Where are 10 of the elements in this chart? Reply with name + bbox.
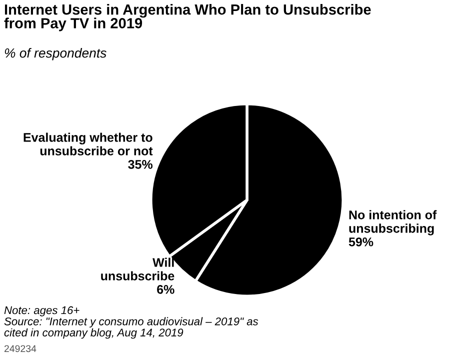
text: 249234 xyxy=(4,345,36,352)
slice-label: No intention of unsubscribing xyxy=(349,210,437,236)
data-label: 35% xyxy=(128,160,153,169)
text: Note: ages 16+ Source: "Internet y consumo audiovisual – 2019" as cited in company blog, Aug 14, 2019 xyxy=(4,306,258,339)
data-label: 6% xyxy=(157,285,174,294)
chart-subtitle: % of respondents xyxy=(4,48,106,60)
chart-title: Internet Users in Argentina Who Plan to Unsubscribe from Pay TV in 2019 xyxy=(4,4,371,32)
data-label: 59% xyxy=(348,237,374,246)
slice-label: Evaluating whether to unsubscribe or not xyxy=(24,132,153,156)
slice-label: Will unsubscribe xyxy=(101,258,174,280)
